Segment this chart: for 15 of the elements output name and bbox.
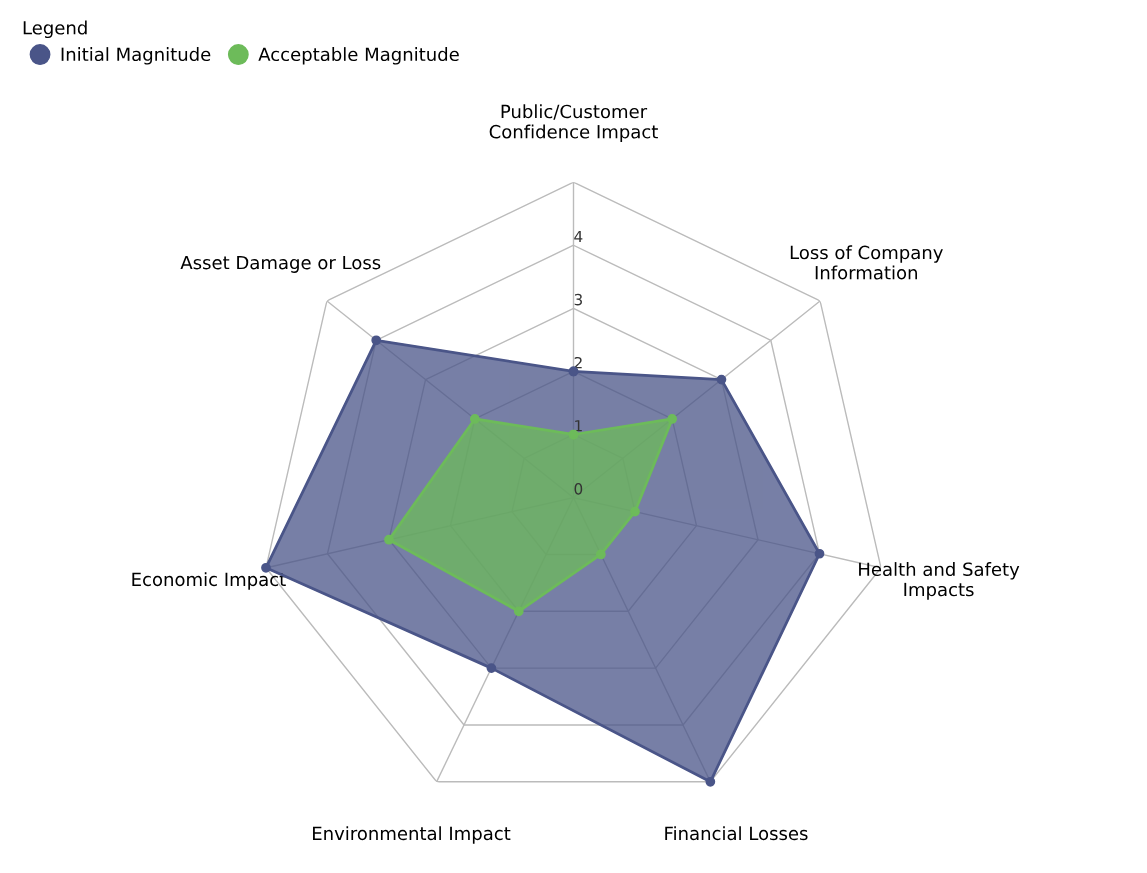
legend-title: Legend (23, 20, 87, 39)
spoke-label: Environmental Impact (313, 826, 511, 844)
y-tick-label: 1 (575, 420, 582, 432)
spoke-label: Public/Customer Confidence Impact (489, 104, 658, 142)
legend-label: Initial Magnitude (61, 47, 211, 65)
spoke-label: Economic Impact (132, 572, 286, 590)
legend-label: Acceptable Magnitude (258, 47, 459, 65)
y-tick-label: 4 (574, 230, 583, 243)
spoke-label: Loss of Company Information (790, 245, 943, 280)
y-tick-label: 3 (574, 293, 582, 306)
spoke-label: Health and Safety Impacts (859, 562, 1020, 600)
spoke-label: Financial Losses (665, 826, 808, 841)
spoke-label: Asset Damage or Loss (180, 255, 381, 273)
y-tick-label: 0 (574, 483, 583, 495)
y-tick-label: 2 (574, 356, 582, 369)
